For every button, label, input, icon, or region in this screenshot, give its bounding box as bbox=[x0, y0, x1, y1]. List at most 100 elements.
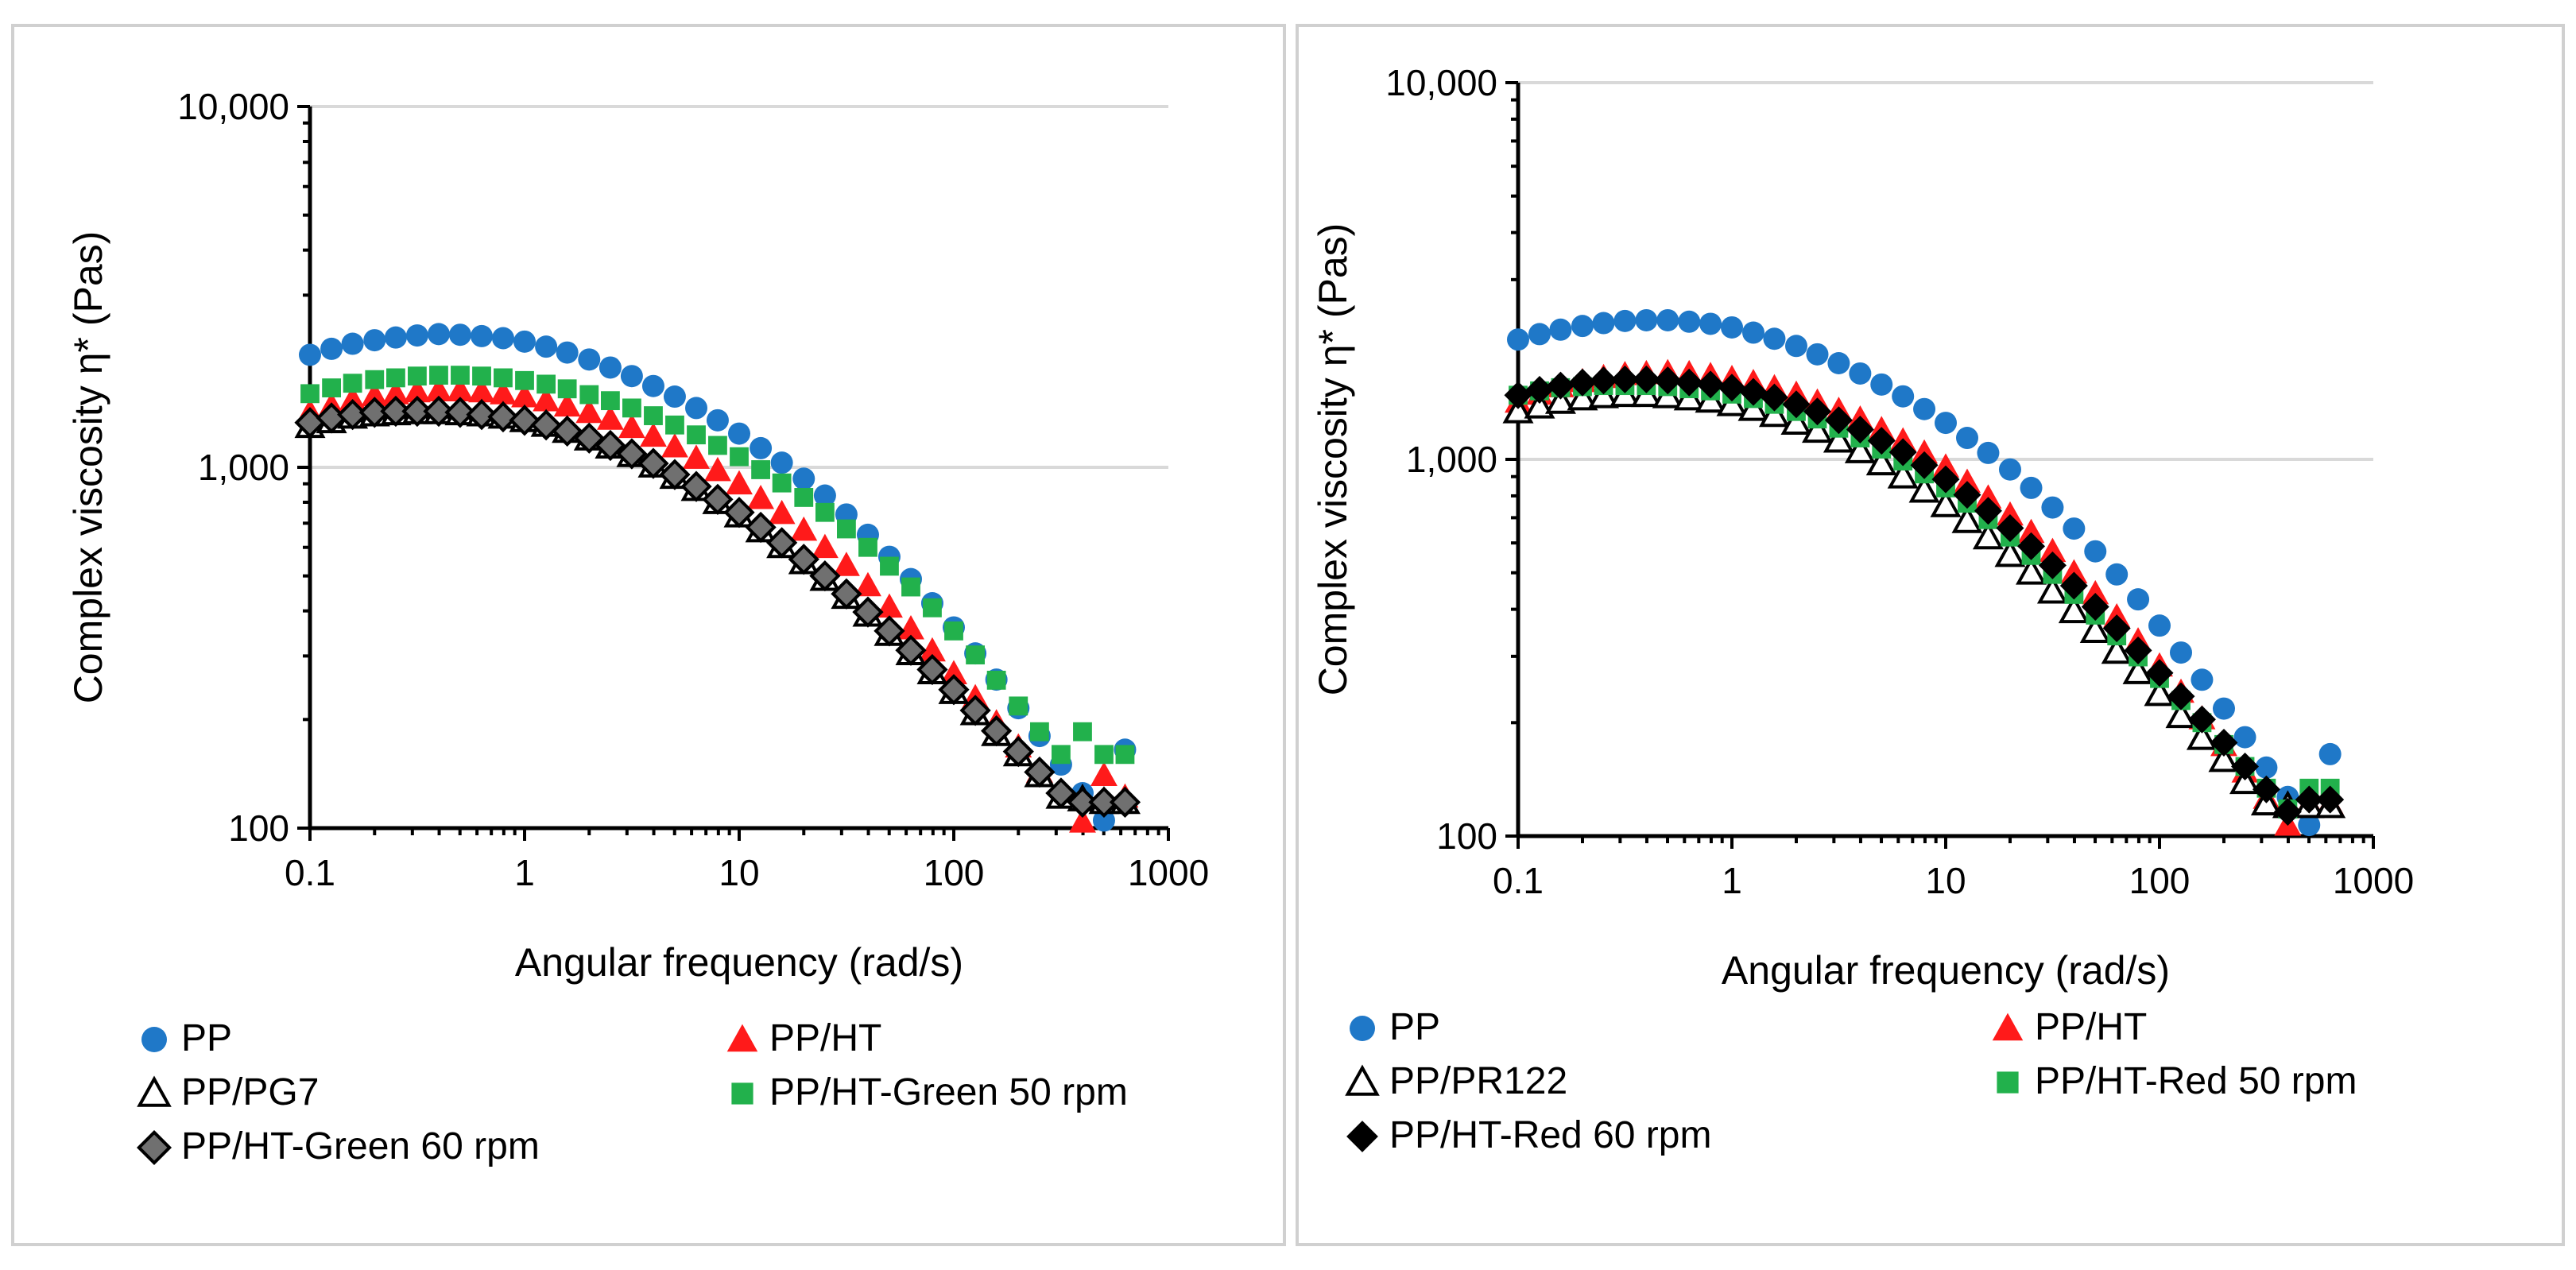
x-tick-label: 0.1 bbox=[1493, 860, 1544, 901]
data-point bbox=[832, 552, 860, 576]
data-point bbox=[1913, 397, 1936, 420]
data-point bbox=[620, 365, 643, 388]
data-point bbox=[837, 519, 856, 539]
data-point bbox=[661, 433, 688, 458]
legend-marker bbox=[137, 1075, 172, 1107]
data-point bbox=[702, 483, 734, 515]
data-point bbox=[1568, 368, 1597, 397]
data-point bbox=[2229, 765, 2261, 795]
data-point bbox=[494, 368, 513, 388]
data-point bbox=[343, 374, 362, 393]
series-pp bbox=[1507, 308, 2342, 837]
data-point bbox=[2148, 614, 2171, 637]
x-tick-label: 100 bbox=[2129, 860, 2191, 901]
data-point bbox=[680, 470, 712, 502]
data-point bbox=[509, 405, 540, 436]
data-point bbox=[2186, 722, 2218, 750]
data-point bbox=[766, 527, 798, 559]
data-point bbox=[1824, 406, 1853, 435]
data-point bbox=[1092, 809, 1115, 832]
y-tick-label: 10,000 bbox=[177, 86, 289, 127]
data-point bbox=[1024, 756, 1056, 788]
data-point bbox=[2273, 797, 2302, 826]
data-point bbox=[1544, 385, 1576, 414]
data-point bbox=[1935, 412, 1957, 435]
data-point bbox=[2084, 540, 2107, 563]
data-point bbox=[451, 366, 470, 385]
data-point bbox=[770, 451, 793, 474]
data-point bbox=[2231, 752, 2260, 780]
data-point bbox=[772, 473, 792, 493]
data-point bbox=[1955, 427, 1978, 450]
legend-label: PP/HT bbox=[2035, 1006, 2147, 1048]
data-point bbox=[1763, 327, 1786, 350]
data-point bbox=[854, 571, 881, 597]
data-point bbox=[1849, 362, 1872, 385]
legend-marker bbox=[1345, 1064, 1380, 1096]
data-point bbox=[1073, 722, 1092, 741]
data-point bbox=[466, 399, 498, 431]
data-point bbox=[2105, 563, 2129, 586]
data-point bbox=[1721, 316, 1743, 339]
y-axis-title: Complex viscosity η* (Pas) bbox=[66, 231, 110, 704]
legend-marker bbox=[141, 1027, 167, 1052]
data-point bbox=[1806, 343, 1829, 366]
series-pp-ht-red-60-rpm bbox=[1504, 365, 2345, 826]
data-point bbox=[1780, 406, 1812, 435]
data-point bbox=[794, 488, 814, 507]
data-point bbox=[1865, 447, 1897, 476]
data-point bbox=[537, 374, 556, 394]
data-point bbox=[708, 436, 727, 455]
data-point bbox=[1974, 497, 2002, 525]
data-point bbox=[2041, 496, 2064, 519]
data-point bbox=[2167, 682, 2195, 711]
data-point bbox=[1592, 312, 1615, 335]
data-point bbox=[618, 413, 645, 439]
data-point bbox=[300, 384, 320, 404]
data-point bbox=[895, 634, 927, 666]
data-point bbox=[1675, 368, 1703, 397]
data-point bbox=[831, 578, 862, 610]
data-point bbox=[322, 378, 342, 397]
data-point bbox=[901, 577, 920, 597]
y-tick-label: 100 bbox=[228, 807, 289, 849]
data-point bbox=[788, 544, 819, 575]
series-pp-ht-green-50-rpm bbox=[300, 366, 1135, 765]
data-point bbox=[2081, 593, 2109, 621]
data-point bbox=[1045, 777, 1077, 809]
x-tick-label: 10 bbox=[1925, 860, 1966, 901]
data-point bbox=[659, 459, 691, 490]
data-point bbox=[1998, 458, 2021, 481]
data-point bbox=[2316, 785, 2345, 814]
data-point bbox=[2165, 700, 2197, 729]
data-point bbox=[552, 415, 583, 447]
data-point bbox=[2145, 659, 2174, 687]
data-point bbox=[1739, 378, 1768, 406]
legend-label: PP/PR122 bbox=[1389, 1060, 1567, 1102]
data-point bbox=[2102, 614, 2131, 643]
data-point bbox=[405, 324, 428, 347]
data-point bbox=[1528, 323, 1551, 346]
plot-area bbox=[294, 323, 1141, 833]
data-point bbox=[2233, 726, 2256, 749]
data-point bbox=[513, 330, 536, 353]
data-point bbox=[687, 425, 706, 445]
data-point bbox=[2122, 656, 2154, 684]
data-point bbox=[423, 395, 455, 428]
data-point bbox=[2124, 636, 2152, 664]
data-point bbox=[723, 497, 755, 529]
data-point bbox=[981, 715, 1013, 747]
data-point bbox=[2212, 697, 2235, 720]
data-point bbox=[811, 533, 839, 559]
data-point bbox=[2017, 532, 2046, 560]
data-point bbox=[427, 323, 450, 346]
data-point bbox=[1115, 745, 1135, 765]
data-point bbox=[1718, 374, 1746, 402]
data-point bbox=[2187, 705, 2216, 734]
data-point bbox=[386, 368, 405, 388]
data-point bbox=[1571, 315, 1594, 338]
data-point bbox=[1613, 309, 1637, 332]
data-point bbox=[616, 438, 648, 470]
data-point bbox=[1656, 308, 1679, 331]
data-point bbox=[966, 645, 986, 664]
